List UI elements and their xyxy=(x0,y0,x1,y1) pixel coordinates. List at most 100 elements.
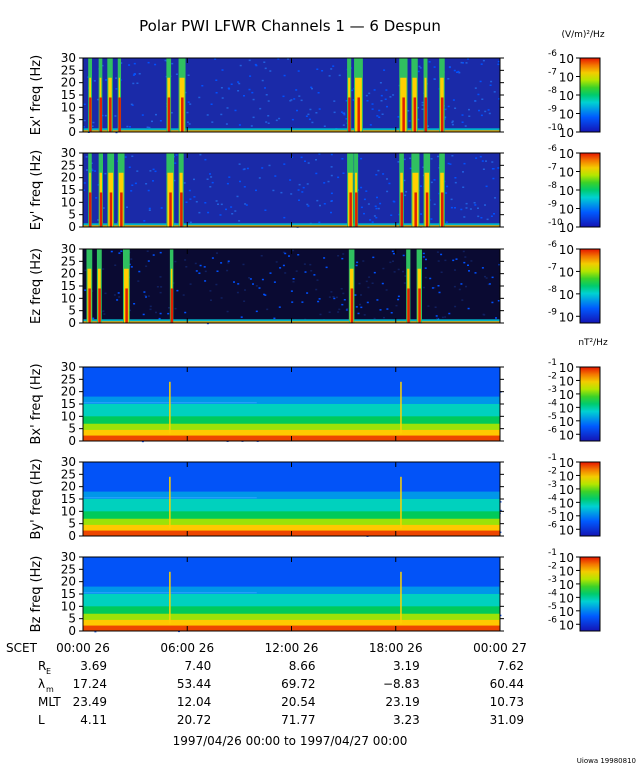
colorbar-tick-label: 10 xyxy=(559,415,574,429)
noise-speck xyxy=(173,179,176,182)
noise-speck xyxy=(337,255,340,257)
noise-speck xyxy=(435,315,438,317)
y-axis-label: Bz freq (Hz) xyxy=(29,556,44,633)
emission-burst xyxy=(166,153,175,227)
noise-speck xyxy=(292,249,295,252)
noise-speck xyxy=(214,58,217,60)
noise-speck xyxy=(118,252,121,254)
y-tick-label: 15 xyxy=(61,88,76,102)
colorbar-unit-electric: (V/m)²/Hz xyxy=(561,30,604,40)
colorbar-tick-label: 10 xyxy=(559,551,574,565)
noise-speck xyxy=(114,264,117,266)
noise-speck xyxy=(248,277,251,279)
noise-speck xyxy=(282,264,285,267)
noise-speck xyxy=(133,62,136,65)
noise-speck xyxy=(306,292,309,294)
noise-speck xyxy=(484,110,487,113)
noise-speck xyxy=(366,301,369,304)
noise-speck xyxy=(295,89,298,91)
noise-speck xyxy=(354,294,357,296)
emission-burst xyxy=(406,249,411,323)
noise-speck xyxy=(300,156,303,159)
colorbar-tick-label: 10 xyxy=(559,469,574,483)
noise-speck xyxy=(217,203,219,205)
noise-speck xyxy=(492,168,495,170)
noise-speck xyxy=(342,292,345,295)
noise-speck xyxy=(226,310,229,313)
noise-speck xyxy=(487,283,490,286)
colorbar-tick-exponent: -7 xyxy=(548,163,557,173)
date-range: 1997/04/26 00:00 to 1997/04/27 00:00 xyxy=(173,734,408,748)
emission-burst xyxy=(423,153,431,227)
noise-speck xyxy=(377,169,380,172)
noise-speck xyxy=(83,182,86,184)
spectrogram-panel xyxy=(79,366,601,443)
noise-speck xyxy=(468,108,470,111)
y-axis-label: Bx' freq (Hz) xyxy=(29,363,44,444)
noise-speck xyxy=(209,186,212,188)
noise-speck xyxy=(110,250,113,253)
panel-background xyxy=(83,153,500,227)
noise-speck xyxy=(424,267,427,269)
noise-speck xyxy=(258,177,261,179)
noise-speck xyxy=(133,73,136,75)
noise-speck xyxy=(402,270,404,273)
y-tick-label: 15 xyxy=(61,279,76,293)
noise-speck xyxy=(467,264,469,266)
y-tick-label: 0 xyxy=(68,316,76,330)
noise-speck xyxy=(282,251,285,254)
noise-speck xyxy=(403,282,406,284)
y-tick-label: 15 xyxy=(61,492,76,506)
panel-background xyxy=(83,249,500,323)
spectrogram-panel xyxy=(79,57,601,134)
noise-speck xyxy=(220,262,223,264)
noise-speck xyxy=(156,286,159,288)
ephemeris-value: 71.77 xyxy=(281,713,315,727)
noise-speck xyxy=(226,107,229,109)
noise-speck xyxy=(460,208,463,211)
noise-speck xyxy=(369,124,372,126)
ephemeris-value: 00:00 26 xyxy=(56,641,110,655)
noise-speck xyxy=(332,65,335,67)
noise-speck xyxy=(437,260,440,262)
noise-speck xyxy=(226,269,229,272)
noise-speck xyxy=(206,178,209,180)
colorbar-tick-exponent: -9 xyxy=(548,105,557,115)
burst-core xyxy=(425,192,429,227)
noise-speck xyxy=(465,207,468,209)
noise-speck xyxy=(91,125,94,127)
noise-speck xyxy=(265,94,268,96)
noise-speck xyxy=(458,71,461,74)
burst-core xyxy=(99,192,103,227)
colorbar-tick-exponent: -1 xyxy=(548,453,557,463)
noise-speck xyxy=(113,294,116,296)
noise-speck xyxy=(375,216,378,219)
y-tick-label: 30 xyxy=(61,51,76,65)
noise-speck xyxy=(447,162,450,165)
noise-speck xyxy=(325,266,328,269)
noise-speck xyxy=(138,73,141,75)
colorbar-tick-exponent: -4 xyxy=(548,398,557,408)
noise-speck xyxy=(360,294,362,296)
noise-speck xyxy=(492,177,495,180)
noise-speck xyxy=(238,163,241,165)
noise-speck xyxy=(422,256,425,258)
noise-speck xyxy=(433,203,436,206)
noise-speck xyxy=(226,182,229,185)
emission-burst xyxy=(178,58,186,132)
noise-speck xyxy=(134,182,137,185)
noise-speck xyxy=(185,201,188,203)
colorbar-tick-label: 10 xyxy=(559,310,574,324)
noise-speck xyxy=(363,314,366,316)
y-tick-label: 30 xyxy=(61,146,76,160)
noise-speck xyxy=(189,198,192,200)
colorbar-tick-exponent: -10 xyxy=(548,123,563,133)
noise-speck xyxy=(359,303,362,306)
noise-speck xyxy=(429,277,432,280)
noise-speck xyxy=(145,296,147,298)
noise-speck xyxy=(357,312,360,315)
colorbar-tick-label: 10 xyxy=(559,71,574,85)
noise-speck xyxy=(315,112,318,114)
noise-speck xyxy=(92,121,95,124)
noise-speck xyxy=(481,98,484,100)
